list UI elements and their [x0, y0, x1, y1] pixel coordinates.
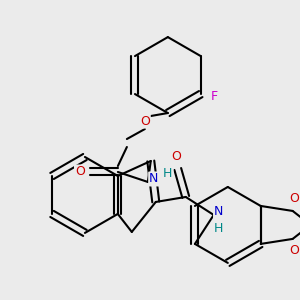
Text: O: O — [140, 115, 150, 128]
Text: O: O — [290, 193, 300, 206]
Text: H: H — [163, 167, 172, 181]
Text: O: O — [75, 166, 85, 178]
Text: N: N — [214, 206, 224, 218]
Text: N: N — [149, 172, 159, 185]
Text: O: O — [171, 151, 181, 164]
Text: H: H — [214, 222, 224, 236]
Text: F: F — [211, 89, 218, 103]
Text: O: O — [290, 244, 300, 257]
